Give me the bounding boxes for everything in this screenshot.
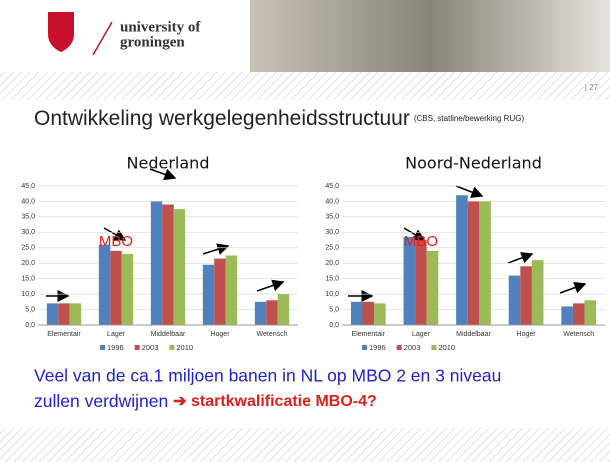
y-tick-label: 45,0 bbox=[21, 183, 35, 190]
bar bbox=[99, 245, 110, 325]
legend-label: 2010 bbox=[438, 343, 455, 352]
y-tick-label: 5,0 bbox=[25, 306, 35, 313]
bar bbox=[255, 302, 266, 325]
slide-canvas: university of groningen | 27 Ontwikkelin… bbox=[0, 0, 610, 462]
y-tick-label: 15,0 bbox=[21, 276, 35, 283]
bar bbox=[532, 260, 544, 325]
y-tick-label: 15,0 bbox=[325, 276, 339, 283]
x-tick-label: Hoger bbox=[210, 331, 230, 338]
bar bbox=[479, 201, 491, 325]
slide-title: Ontwikkeling werkgelegenheidsstructuur (C… bbox=[34, 107, 524, 130]
x-tick-label: Wetensch bbox=[563, 331, 594, 338]
bar bbox=[226, 256, 237, 326]
bar bbox=[203, 265, 214, 325]
chart-title: Nederland bbox=[127, 154, 210, 173]
bar bbox=[151, 201, 162, 325]
x-tick-label: Lager bbox=[412, 331, 431, 338]
y-tick-label: 35,0 bbox=[325, 214, 339, 221]
legend-swatch bbox=[169, 345, 174, 350]
x-tick-label: Elementair bbox=[47, 331, 81, 338]
y-tick-label: 0,0 bbox=[329, 322, 339, 329]
bar bbox=[374, 303, 386, 325]
bar bbox=[162, 205, 173, 325]
x-tick-label: Lager bbox=[107, 331, 126, 338]
y-tick-label: 25,0 bbox=[325, 245, 339, 252]
y-tick-label: 25,0 bbox=[21, 245, 35, 252]
y-tick-label: 45,0 bbox=[325, 183, 339, 190]
bar bbox=[110, 251, 121, 325]
bar bbox=[573, 303, 585, 325]
legend-swatch bbox=[397, 345, 402, 350]
source-note: (CBS, statline/bewerking RUG) bbox=[414, 114, 525, 123]
y-tick-label: 35,0 bbox=[21, 214, 35, 221]
y-tick-label: 40,0 bbox=[325, 198, 339, 205]
x-tick-label: Middelbaar bbox=[456, 331, 491, 338]
body-text: zullen verdwijnen ➔ startkwalificatie MB… bbox=[34, 391, 377, 411]
y-tick-label: 10,0 bbox=[21, 291, 35, 298]
legend-swatch bbox=[135, 345, 140, 350]
annotation: MBO bbox=[404, 233, 438, 250]
slide: university of groningen | 27 Ontwikkelin… bbox=[0, 0, 610, 462]
y-tick-label: 40,0 bbox=[21, 198, 35, 205]
x-tick-label: Hoger bbox=[517, 331, 537, 338]
bar bbox=[351, 302, 363, 325]
logo-text: university of bbox=[120, 19, 201, 35]
bar bbox=[278, 294, 289, 325]
chart-title: Noord-Nederland bbox=[405, 154, 542, 173]
bar bbox=[58, 303, 69, 325]
legend-swatch bbox=[431, 345, 436, 350]
y-tick-label: 10,0 bbox=[325, 291, 339, 298]
legend-label: 2003 bbox=[404, 343, 421, 352]
body-text-part: zullen verdwijnen bbox=[34, 391, 173, 411]
legend-label: 2010 bbox=[176, 343, 193, 352]
logo-text: groningen bbox=[120, 34, 185, 50]
bar bbox=[214, 259, 225, 325]
legend-label: 1996 bbox=[369, 343, 386, 352]
legend-label: 2003 bbox=[142, 343, 159, 352]
bar bbox=[468, 201, 480, 325]
bar bbox=[415, 240, 427, 325]
y-tick-label: 20,0 bbox=[21, 260, 35, 267]
body-highlight: ➔ startkwalificatie MBO-4? bbox=[173, 393, 377, 410]
x-tick-label: Elementair bbox=[352, 331, 386, 338]
y-tick-label: 5,0 bbox=[329, 306, 339, 313]
y-tick-label: 0,0 bbox=[25, 322, 35, 329]
bar bbox=[363, 302, 375, 325]
bar bbox=[122, 254, 133, 325]
bar bbox=[70, 303, 81, 325]
annotation: MBO bbox=[99, 233, 133, 250]
y-tick-label: 30,0 bbox=[21, 229, 35, 236]
y-tick-label: 30,0 bbox=[325, 229, 339, 236]
bar bbox=[509, 276, 521, 325]
legend-swatch bbox=[362, 345, 367, 350]
bar bbox=[404, 237, 416, 325]
x-tick-label: Wetensch bbox=[257, 331, 288, 338]
bar bbox=[47, 303, 58, 325]
bar bbox=[561, 306, 573, 325]
legend-swatch bbox=[100, 345, 105, 350]
y-tick-label: 20,0 bbox=[325, 260, 339, 267]
header-photo bbox=[250, 0, 610, 72]
bar bbox=[174, 209, 185, 325]
bar bbox=[456, 195, 468, 325]
legend-label: 1996 bbox=[107, 343, 124, 352]
slide-title-main: Ontwikkeling werkgelegenheidsstructuur bbox=[34, 107, 410, 130]
bar bbox=[266, 300, 277, 325]
footer-hatch bbox=[0, 428, 610, 462]
x-tick-label: Middelbaar bbox=[151, 331, 186, 338]
bar bbox=[520, 266, 532, 325]
body-text: Veel van de ca.1 miljoen banen in NL op … bbox=[34, 366, 501, 386]
bar bbox=[584, 300, 596, 325]
page-number: | 27 bbox=[585, 83, 599, 92]
bar bbox=[427, 251, 439, 325]
